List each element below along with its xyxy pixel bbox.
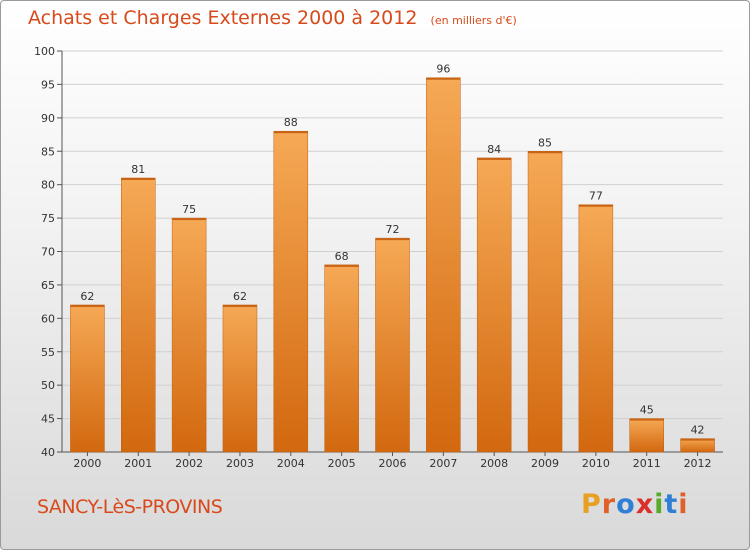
y-tick-label: 55 <box>41 346 55 359</box>
value-label-2012: 42 <box>691 424 705 437</box>
bar-top-edge <box>70 304 105 307</box>
logo-letter: x <box>635 489 655 520</box>
logo-letter: t <box>664 489 679 520</box>
bar-top-edge <box>629 418 664 421</box>
commune-name: SANCY-LèS-PROVINS <box>37 496 223 518</box>
y-tick-label: 90 <box>41 112 55 125</box>
bar-2003 <box>222 304 258 453</box>
bar-2009 <box>527 151 563 453</box>
bar-top-edge <box>375 238 410 241</box>
value-label-2004: 88 <box>284 116 298 129</box>
bar-2000 <box>70 304 105 453</box>
x-tick-label: 2010 <box>582 457 610 470</box>
x-tick-label: 2002 <box>175 457 203 470</box>
x-tick-label: 2005 <box>328 457 356 470</box>
value-label-2001: 81 <box>131 163 145 176</box>
x-tick-label: 2001 <box>124 457 152 470</box>
logo-letter: P <box>581 489 602 520</box>
bar-2006 <box>375 237 410 453</box>
bar-2012 <box>680 438 715 453</box>
y-tick-label: 75 <box>41 212 55 225</box>
bar-2011 <box>629 418 664 453</box>
x-tick-label: 2008 <box>480 457 508 470</box>
x-tick-label: 2007 <box>429 457 457 470</box>
bar-top-edge <box>222 304 257 307</box>
bar-2007 <box>426 77 461 453</box>
x-tick-label: 2003 <box>226 457 254 470</box>
bar-top-edge <box>680 438 715 441</box>
y-tick-label: 65 <box>41 279 55 292</box>
bar-top-edge <box>528 151 563 154</box>
x-tick-label: 2004 <box>277 457 305 470</box>
chart-title: Achats et Charges Externes 2000 à 2012 <box>28 7 418 29</box>
x-tick-label: 2000 <box>73 457 101 470</box>
value-label-2000: 62 <box>80 290 94 303</box>
y-tick-label: 60 <box>41 312 55 325</box>
value-labels: 62 81 75 62 88 68 72 96 84 85 77 45 42 <box>80 63 704 437</box>
bar-2004 <box>273 130 309 453</box>
proxiti-logo[interactable]: Proxiti <box>581 489 689 520</box>
logo-letter: i <box>654 489 665 520</box>
bar-top-edge <box>477 157 512 160</box>
y-tick-label: 40 <box>41 446 55 459</box>
bar-top-edge <box>121 177 156 180</box>
logo-letter: i <box>678 489 689 520</box>
y-tick-label: 95 <box>41 78 55 91</box>
bar-2001 <box>121 177 156 453</box>
value-label-2002: 75 <box>182 203 196 216</box>
axes: 40 45 50 55 60 65 70 75 80 85 90 95 100 2000 2001 2002 2… <box>34 45 723 470</box>
y-tick-label: 50 <box>41 379 55 392</box>
bar-2010 <box>578 204 614 453</box>
y-tick-label: 80 <box>41 179 55 192</box>
value-label-2010: 77 <box>589 190 603 203</box>
x-tick-label: 2012 <box>684 457 712 470</box>
y-tick-label: 100 <box>34 45 55 58</box>
value-label-2011: 45 <box>640 404 654 417</box>
x-tick-label: 2006 <box>379 457 407 470</box>
x-tick-label: 2011 <box>633 457 661 470</box>
logo-letter: r <box>601 489 617 520</box>
x-tick-label: 2009 <box>531 457 559 470</box>
value-label-2005: 68 <box>335 250 349 263</box>
bar-2008 <box>476 157 512 453</box>
bar-top-edge <box>578 204 613 207</box>
value-label-2003: 62 <box>233 290 247 303</box>
bar-top-edge <box>172 218 207 221</box>
y-tick-label: 85 <box>41 145 55 158</box>
y-tick-label: 45 <box>41 413 55 426</box>
value-label-2008: 84 <box>487 143 501 156</box>
bar-2002 <box>171 217 207 453</box>
y-tick-label: 70 <box>41 246 55 259</box>
bar-top-edge <box>426 77 461 80</box>
title-line: Achats et Charges Externes 2000 à 2012 (… <box>28 7 517 29</box>
bars <box>70 77 715 453</box>
value-label-2009: 85 <box>538 136 552 149</box>
value-label-2006: 72 <box>386 223 400 236</box>
chart-subtitle: (en milliers d'€) <box>430 14 517 27</box>
bar-top-edge <box>273 131 308 134</box>
bar-2005 <box>324 264 359 453</box>
bar-top-edge <box>324 264 359 267</box>
logo-letter: o <box>616 489 636 520</box>
value-label-2007: 96 <box>436 63 450 76</box>
